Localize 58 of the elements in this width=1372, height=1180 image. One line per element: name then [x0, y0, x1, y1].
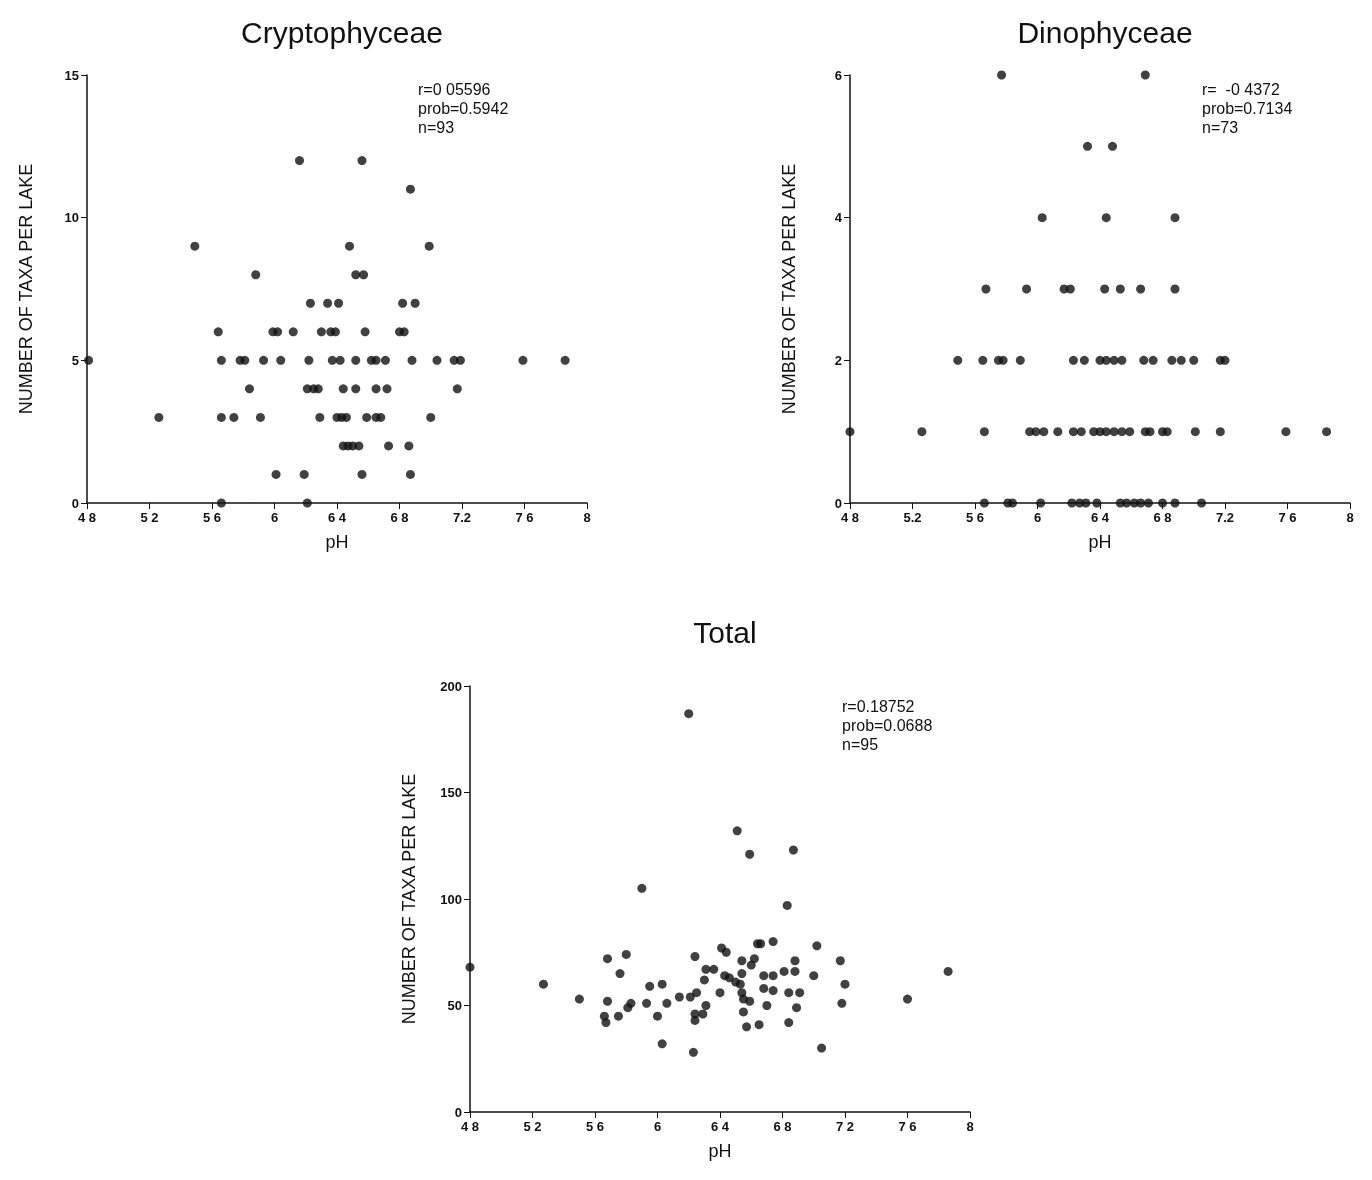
annotation: r= -0 4372: [1202, 80, 1280, 98]
x-tick-label: 8: [583, 510, 591, 525]
x-tick-label: 7 6: [898, 1119, 917, 1134]
y-tick-label: 6: [834, 67, 842, 83]
annotation: n=95: [842, 735, 879, 753]
y-tick-label: 50: [447, 998, 462, 1013]
y-tick-label: 4: [834, 210, 843, 226]
x-tick-label: 6: [270, 510, 279, 525]
x-tick-label: 7 2: [835, 1119, 855, 1134]
annotation: prob=0.0688: [842, 716, 933, 734]
x-axis-title: pH: [1088, 532, 1112, 552]
x-tick-label: 4 8: [77, 510, 97, 525]
x-tick-label: 5 2: [523, 1119, 542, 1134]
x-axis-title: pH: [325, 532, 349, 552]
x-tick-label: 6 8: [773, 1119, 792, 1134]
y-tick-label: 100: [440, 891, 462, 907]
x-tick-label: 8: [1346, 510, 1354, 525]
y-tick-label: 0: [454, 1104, 462, 1120]
y-axis-title: NUMBER OF TAXA PER LAKE: [16, 163, 36, 415]
x-axis-title: pH: [708, 1141, 732, 1161]
x-tick-label: 5 6: [585, 1119, 605, 1134]
y-tick-label: 0: [834, 495, 842, 511]
y-tick-label: 5: [71, 352, 79, 368]
chart-title: Dinophyceae: [1017, 15, 1193, 49]
y-tick-label: 200: [440, 678, 462, 694]
x-tick-label: 5 6: [965, 510, 985, 525]
annotation: r=0.18752: [842, 697, 915, 715]
x-tick-label: 6: [653, 1119, 662, 1134]
annotation: r=0 05596: [418, 80, 491, 98]
chart-title: Cryptophyceae: [241, 15, 443, 49]
y-axis-title: NUMBER OF TAXA PER LAKE: [399, 773, 419, 1025]
y-axis-title: NUMBER OF TAXA PER LAKE: [779, 163, 799, 415]
x-tick-label: 7 6: [515, 510, 534, 525]
x-tick-label: 7.2: [452, 510, 472, 525]
y-tick-label: 150: [440, 785, 462, 800]
x-tick-label: 6 8: [1153, 510, 1172, 525]
x-tick-label: 5 2: [140, 510, 159, 525]
x-tick-label: 6 4: [1090, 510, 1110, 525]
annotation: prob=0.5942: [418, 99, 509, 117]
x-tick-label: 8: [966, 1119, 974, 1134]
x-tick-label: 4 8: [460, 1119, 480, 1134]
annotation: n=73: [1202, 118, 1239, 136]
x-tick-label: 6 8: [390, 510, 409, 525]
x-tick-label: 5.2: [903, 510, 922, 525]
x-tick-label: 7 6: [1278, 510, 1297, 525]
x-tick-label: 5 6: [202, 510, 222, 525]
annotation: prob=0.7134: [1202, 99, 1293, 117]
x-tick-label: 6 4: [710, 1119, 730, 1134]
x-tick-label: 6: [1033, 510, 1042, 525]
chart-title: Total: [693, 615, 757, 649]
y-tick-label: 0: [71, 495, 79, 511]
annotation: n=93: [418, 118, 455, 136]
y-tick-label: 10: [64, 210, 79, 226]
y-tick-label: 15: [64, 67, 79, 83]
x-tick-label: 7.2: [1215, 510, 1235, 525]
x-tick-label: 4 8: [840, 510, 860, 525]
x-tick-label: 6 4: [327, 510, 347, 525]
y-tick-label: 2: [834, 352, 842, 368]
